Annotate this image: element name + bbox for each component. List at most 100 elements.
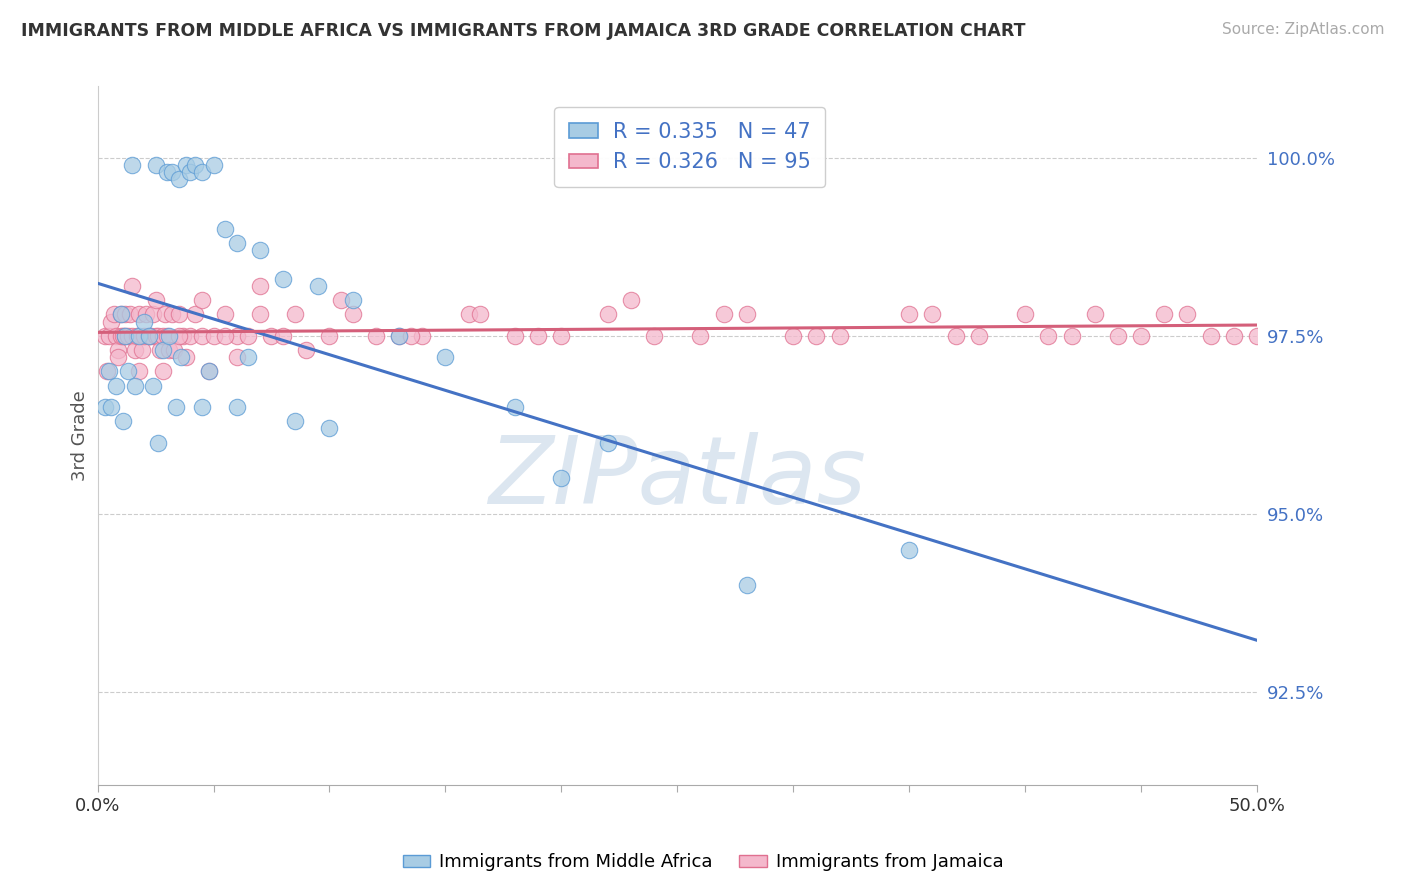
Point: [167, 328, 190, 343]
Point: [159, 343, 181, 357]
Point: [191, 400, 214, 414]
Point: [98, 328, 121, 343]
Point: [1153, 307, 1175, 321]
Point: [149, 343, 172, 357]
Point: [179, 165, 201, 179]
Point: [198, 364, 221, 378]
Point: [318, 421, 340, 435]
Point: [93, 400, 115, 414]
Point: [153, 307, 176, 321]
Point: [689, 328, 711, 343]
Legend: Immigrants from Middle Africa, Immigrants from Jamaica: Immigrants from Middle Africa, Immigrant…: [395, 847, 1011, 879]
Y-axis label: 3rd Grade: 3rd Grade: [72, 390, 89, 481]
Point: [159, 328, 181, 343]
Text: IMMIGRANTS FROM MIDDLE AFRICA VS IMMIGRANTS FROM JAMAICA 3RD GRADE CORRELATION C: IMMIGRANTS FROM MIDDLE AFRICA VS IMMIGRA…: [21, 22, 1025, 40]
Point: [93, 328, 115, 343]
Point: [202, 158, 225, 172]
Point: [167, 172, 190, 186]
Point: [100, 400, 122, 414]
Point: [921, 307, 943, 321]
Point: [967, 328, 990, 343]
Text: Source: ZipAtlas.com: Source: ZipAtlas.com: [1222, 22, 1385, 37]
Point: [364, 328, 387, 343]
Point: [1246, 328, 1268, 343]
Point: [174, 350, 197, 364]
Point: [105, 378, 128, 392]
Point: [152, 328, 174, 343]
Point: [1060, 328, 1083, 343]
Point: [249, 307, 271, 321]
Point: [174, 158, 197, 172]
Point: [110, 328, 132, 343]
Point: [284, 307, 307, 321]
Point: [1223, 328, 1246, 343]
Point: [128, 328, 150, 343]
Legend: R = 0.335   N = 47, R = 0.326   N = 95: R = 0.335 N = 47, R = 0.326 N = 95: [554, 107, 825, 186]
Point: [118, 307, 141, 321]
Point: [191, 328, 214, 343]
Point: [110, 307, 132, 321]
Point: [388, 328, 411, 343]
Point: [112, 414, 135, 428]
Point: [342, 307, 364, 321]
Point: [238, 328, 260, 343]
Point: [225, 350, 247, 364]
Point: [271, 328, 294, 343]
Point: [160, 307, 183, 321]
Point: [550, 471, 572, 485]
Point: [139, 328, 162, 343]
Point: [191, 165, 214, 179]
Point: [138, 328, 160, 343]
Point: [170, 350, 193, 364]
Point: [121, 158, 143, 172]
Point: [1107, 328, 1129, 343]
Point: [214, 222, 236, 236]
Point: [225, 236, 247, 251]
Point: [945, 328, 967, 343]
Point: [103, 307, 125, 321]
Point: [117, 328, 139, 343]
Point: [503, 400, 526, 414]
Point: [457, 307, 479, 321]
Point: [107, 343, 129, 357]
Point: [121, 328, 143, 343]
Point: [132, 314, 155, 328]
Point: [620, 293, 643, 307]
Point: [214, 307, 236, 321]
Point: [107, 350, 129, 364]
Point: [156, 165, 179, 179]
Point: [782, 328, 804, 343]
Point: [238, 350, 260, 364]
Point: [470, 307, 492, 321]
Point: [735, 578, 758, 592]
Point: [117, 364, 139, 378]
Point: [142, 307, 165, 321]
Point: [146, 435, 169, 450]
Point: [260, 328, 283, 343]
Point: [145, 293, 167, 307]
Point: [388, 328, 411, 343]
Point: [318, 328, 340, 343]
Point: [898, 307, 921, 321]
Point: [145, 328, 167, 343]
Point: [1199, 328, 1222, 343]
Point: [124, 378, 146, 392]
Point: [184, 158, 207, 172]
Point: [249, 244, 271, 258]
Point: [898, 542, 921, 557]
Point: [342, 293, 364, 307]
Point: [411, 328, 433, 343]
Point: [138, 328, 160, 343]
Point: [128, 364, 150, 378]
Point: [110, 307, 132, 321]
Point: [1130, 328, 1153, 343]
Point: [191, 293, 214, 307]
Point: [713, 307, 735, 321]
Point: [172, 328, 194, 343]
Point: [132, 328, 155, 343]
Point: [156, 328, 179, 343]
Point: [96, 364, 118, 378]
Point: [152, 364, 174, 378]
Point: [128, 307, 150, 321]
Point: [124, 343, 146, 357]
